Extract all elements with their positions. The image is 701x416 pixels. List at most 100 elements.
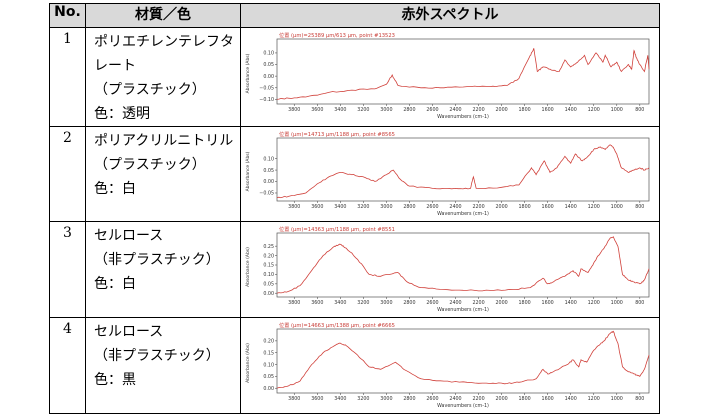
y-tick-label: 0.10	[263, 156, 274, 162]
plot-frame	[276, 137, 650, 202]
x-tick-label: 2000	[495, 107, 507, 113]
x-tick-label: 3000	[380, 300, 392, 306]
material-line: ポリエチレンテレフタ	[94, 34, 234, 50]
material-line: レート	[94, 58, 136, 74]
y-tick-label: 0.00	[263, 291, 274, 297]
x-tick-label: 1600	[542, 396, 554, 402]
x-tick-label: 2800	[403, 396, 415, 402]
x-tick-label: 1400	[565, 204, 577, 210]
x-tick-label: 2800	[403, 300, 415, 306]
x-tick-label: 3200	[357, 204, 369, 210]
table-row: 4 セルロース （非プラスチック） 色：黒 位置 (μm)=14663 μm/1…	[49, 317, 660, 414]
spectrum-line	[276, 330, 650, 389]
x-tick-label: 3000	[380, 204, 392, 210]
x-tick-label: 1000	[611, 107, 623, 113]
ir-spectrum-chart: 位置 (μm)=25389 μm/613 μm, point #13523 Abs…	[245, 31, 650, 120]
header-material: 材質／色	[85, 3, 241, 28]
x-tick-label: 3400	[334, 204, 346, 210]
x-tick-label: 2400	[449, 396, 461, 402]
ir-spectrum-chart: 位置 (μm)=14363 μm/1188 μm, point #8551 Abs…	[245, 225, 650, 313]
y-tick-label: 0.10	[263, 51, 274, 57]
y-tick-label: 0.05	[263, 62, 274, 68]
x-tick-label: 2400	[449, 204, 461, 210]
y-axis-label: Absorbance (Abs)	[245, 53, 251, 93]
y-tick-label: 0.15	[263, 350, 274, 356]
x-tick-label: 3000	[380, 396, 392, 402]
spectrum-line	[276, 236, 650, 294]
material-line: （非プラスチック）	[94, 252, 220, 268]
x-tick-label: 2200	[472, 300, 484, 306]
x-tick-label: 3400	[334, 396, 346, 402]
material-cell: ポリアクリルニトリル （プラスチック） 色：白	[85, 126, 241, 222]
spectrum-line	[276, 48, 650, 100]
plot-frame	[276, 328, 650, 394]
spectra-table: No. 材質／色 赤外スペクトル 1 ポリエチレンテレフタ レート （プラスチッ…	[49, 3, 660, 414]
y-tick-label: 0.25	[263, 244, 274, 250]
y-tick-label: 0.10	[263, 362, 274, 368]
x-tick-label: 1800	[519, 204, 531, 210]
x-tick-label: 3200	[357, 107, 369, 113]
x-tick-label: 3200	[357, 300, 369, 306]
x-axis-label: Wavenumbers (cm-1)	[437, 403, 489, 409]
x-axis-label: Wavenumbers (cm-1)	[437, 114, 489, 120]
y-axis-label: Absorbance (Abs)	[245, 343, 251, 383]
x-tick-label: 3800	[288, 300, 300, 306]
x-tick-label: 3600	[311, 300, 323, 306]
x-tick-label: 800	[635, 396, 644, 402]
plot-frame	[276, 38, 650, 105]
x-tick-label: 1600	[542, 204, 554, 210]
x-tick-label: 800	[635, 107, 644, 113]
y-tick-label: −0.05	[259, 85, 274, 91]
row-number: 4	[49, 317, 86, 414]
y-tick-label: −0.10	[259, 97, 274, 103]
x-tick-label: 2400	[449, 300, 461, 306]
ir-spectrum-chart: 位置 (μm)=14713 μm/1188 μm, point #8565 Abs…	[245, 130, 650, 217]
material-line: セルロース	[94, 228, 164, 244]
table-row: 1 ポリエチレンテレフタ レート （プラスチック） 色：透明 位置 (μm)=2…	[49, 27, 660, 127]
y-tick-label: 0.10	[263, 272, 274, 278]
x-tick-label: 1800	[519, 107, 531, 113]
x-tick-label: 3200	[357, 396, 369, 402]
spectrum-annotation: 位置 (μm)=14663 μm/1388 μm, point #6665	[279, 321, 395, 329]
x-tick-label: 1200	[588, 396, 600, 402]
x-tick-label: 3400	[334, 107, 346, 113]
row-number: 3	[49, 221, 86, 318]
x-tick-label: 1200	[588, 204, 600, 210]
x-tick-label: 2000	[495, 396, 507, 402]
x-tick-label: 3600	[311, 204, 323, 210]
x-tick-label: 1000	[611, 300, 623, 306]
x-tick-label: 800	[635, 204, 644, 210]
x-tick-label: 3800	[288, 396, 300, 402]
x-tick-label: 3400	[334, 300, 346, 306]
x-tick-label: 2000	[495, 300, 507, 306]
material-line: 色：透明	[94, 106, 150, 122]
ir-spectrum-chart: 位置 (μm)=14663 μm/1388 μm, point #6665 Abs…	[245, 321, 650, 409]
x-tick-label: 2600	[426, 300, 438, 306]
y-axis-label: Absorbance (Abs)	[245, 151, 251, 191]
header-no: No.	[49, 3, 86, 28]
x-tick-label: 2800	[403, 107, 415, 113]
material-line: 色：白	[94, 181, 136, 197]
row-number: 1	[49, 27, 86, 127]
x-tick-label: 1200	[588, 107, 600, 113]
x-tick-label: 1400	[565, 300, 577, 306]
y-tick-label: 0.20	[263, 253, 274, 259]
x-tick-label: 3600	[311, 396, 323, 402]
material-line: 色：黒	[94, 372, 136, 388]
spectrum-annotation: 位置 (μm)=14713 μm/1188 μm, point #8565	[279, 130, 395, 138]
x-tick-label: 2600	[426, 396, 438, 402]
x-tick-label: 1600	[542, 300, 554, 306]
material-cell: セルロース （非プラスチック） 色：白	[85, 221, 241, 318]
y-tick-label: 0.00	[263, 386, 274, 392]
x-tick-label: 2600	[426, 107, 438, 113]
spectrum-cell: 位置 (μm)=14363 μm/1188 μm, point #8551 Abs…	[240, 221, 660, 318]
y-tick-label: 0.15	[263, 263, 274, 269]
material-line: ポリアクリルニトリル	[94, 133, 234, 149]
row-number: 2	[49, 126, 86, 222]
x-tick-label: 3800	[288, 204, 300, 210]
y-tick-label: 0.05	[263, 168, 274, 174]
material-line: （非プラスチック）	[94, 348, 220, 364]
x-tick-label: 1400	[565, 107, 577, 113]
table-row: 2 ポリアクリルニトリル （プラスチック） 色：白 位置 (μm)=14713 …	[49, 126, 660, 222]
y-tick-label: 0.20	[263, 339, 274, 345]
